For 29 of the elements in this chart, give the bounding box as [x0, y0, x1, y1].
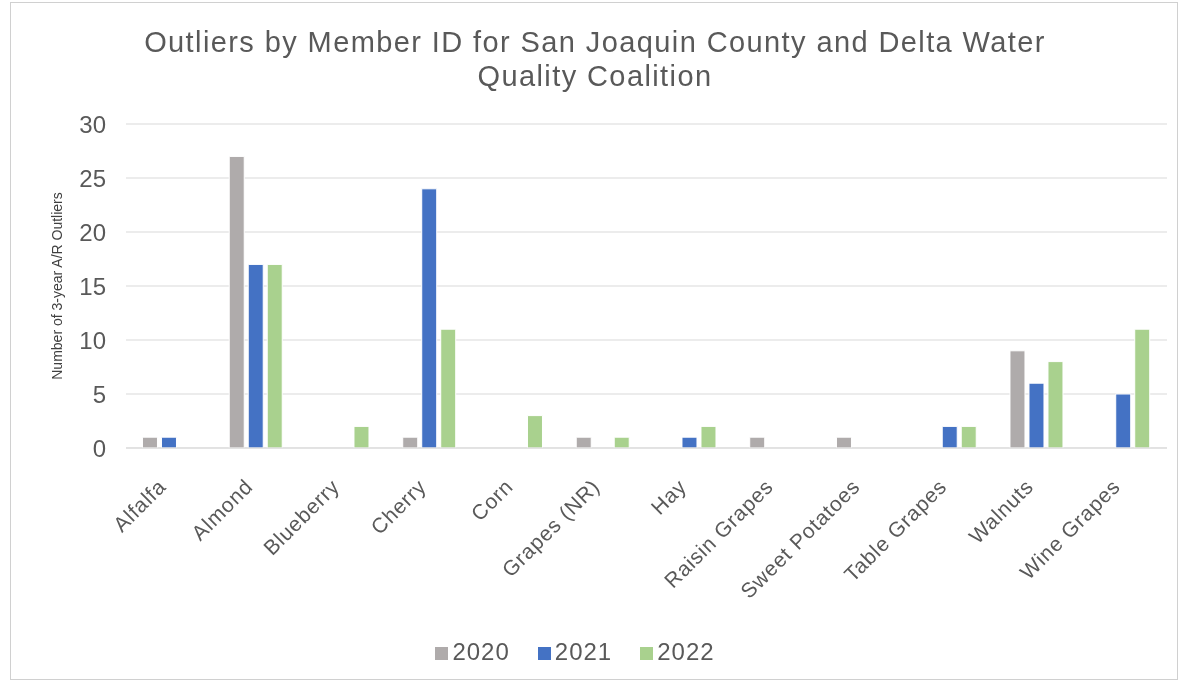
x-tick-label: Hay: [646, 474, 691, 519]
y-tick-label: 0: [92, 434, 106, 462]
bar: [960, 425, 977, 448]
bar: [1009, 350, 1026, 448]
bar: [266, 263, 283, 448]
bar: [681, 436, 698, 448]
y-tick-label: 15: [79, 272, 106, 300]
bar: [440, 328, 457, 448]
bar: [700, 425, 717, 448]
y-axis-title: Number of 3-year A/R Outliers: [48, 192, 65, 380]
bar: [941, 425, 958, 448]
chart-title: Outliers by Member ID for San Joaquin County and Delta Water Quality Coalition: [143, 25, 1047, 93]
y-tick-label: 10: [79, 326, 106, 354]
y-tick-label: 25: [79, 164, 106, 192]
bar: [1134, 328, 1151, 448]
legend-label: 2022: [657, 638, 715, 665]
y-tick-label: 5: [92, 380, 106, 408]
y-tick-label: 30: [79, 110, 106, 138]
bar: [1115, 393, 1132, 448]
bar: [228, 155, 245, 448]
bar: [421, 188, 438, 448]
legend-label: 2020: [452, 638, 510, 665]
bar: [353, 425, 370, 448]
bar: [1047, 361, 1064, 448]
bar: [526, 415, 543, 448]
legend-label: 2021: [554, 638, 613, 665]
bar: [247, 263, 264, 448]
y-tick-label: 20: [79, 218, 106, 246]
bar: [1028, 382, 1045, 448]
